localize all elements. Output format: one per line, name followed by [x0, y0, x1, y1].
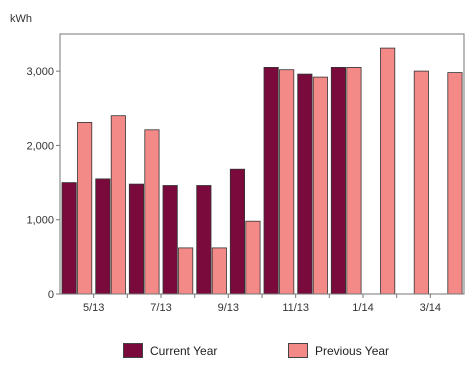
bar-current-year — [297, 73, 313, 295]
x-tick-label: 1/14 — [352, 302, 373, 314]
legend: Current Year Previous Year — [0, 343, 467, 361]
bar-current-year — [263, 67, 279, 295]
y-tick-label: 0 — [48, 289, 54, 301]
bar-previous-year — [144, 129, 160, 295]
legend-item-current-year: Current Year — [123, 343, 217, 358]
legend-item-previous-year: Previous Year — [288, 343, 389, 358]
bar-current-year — [61, 182, 77, 295]
x-tick-label: 9/13 — [218, 302, 239, 314]
bar-previous-year — [211, 247, 227, 295]
bar-previous-year — [447, 72, 463, 295]
bar-previous-year — [77, 122, 93, 295]
legend-swatch-current-year — [123, 343, 143, 358]
legend-swatch-previous-year — [288, 343, 308, 358]
bar-previous-year — [413, 70, 429, 295]
bar-current-year — [128, 183, 145, 295]
bar-current-year — [196, 185, 212, 295]
legend-label-current-year: Current Year — [150, 343, 218, 358]
y-axis: 0 1,000 2,000 3,000 — [26, 66, 60, 301]
bar-previous-year — [245, 220, 261, 295]
x-axis: 5/13 7/13 9/13 11/13 1/14 3/14 — [83, 294, 441, 314]
bar-previous-year — [178, 247, 194, 295]
bar-previous-year — [110, 115, 126, 295]
bar-current-year — [95, 178, 111, 295]
y-tick-label: 1,000 — [26, 215, 54, 227]
x-tick-label: 5/13 — [83, 302, 104, 314]
bar-chart: kWh 0 1,000 2,000 3,000 5/13 7/13 9/13 11/13 1/… — [10, 13, 465, 314]
x-tick-label: 3/14 — [420, 302, 441, 314]
bar-current-year — [162, 185, 178, 295]
bars — [61, 47, 463, 295]
bar-current-year — [229, 168, 246, 295]
bar-current-year — [330, 67, 346, 295]
bar-previous-year — [312, 76, 328, 295]
x-tick-label: 7/13 — [150, 302, 171, 314]
bar-previous-year — [346, 67, 362, 295]
bar-previous-year — [380, 47, 396, 295]
y-tick-label: 2,000 — [26, 140, 54, 152]
plot-frame — [59, 33, 465, 295]
x-tick-label: 11/13 — [282, 302, 309, 314]
y-axis-unit-label: kWh — [10, 13, 32, 25]
y-tick-label: 3,000 — [26, 66, 54, 78]
legend-label-previous-year: Previous Year — [315, 343, 390, 358]
bar-previous-year — [279, 69, 295, 295]
